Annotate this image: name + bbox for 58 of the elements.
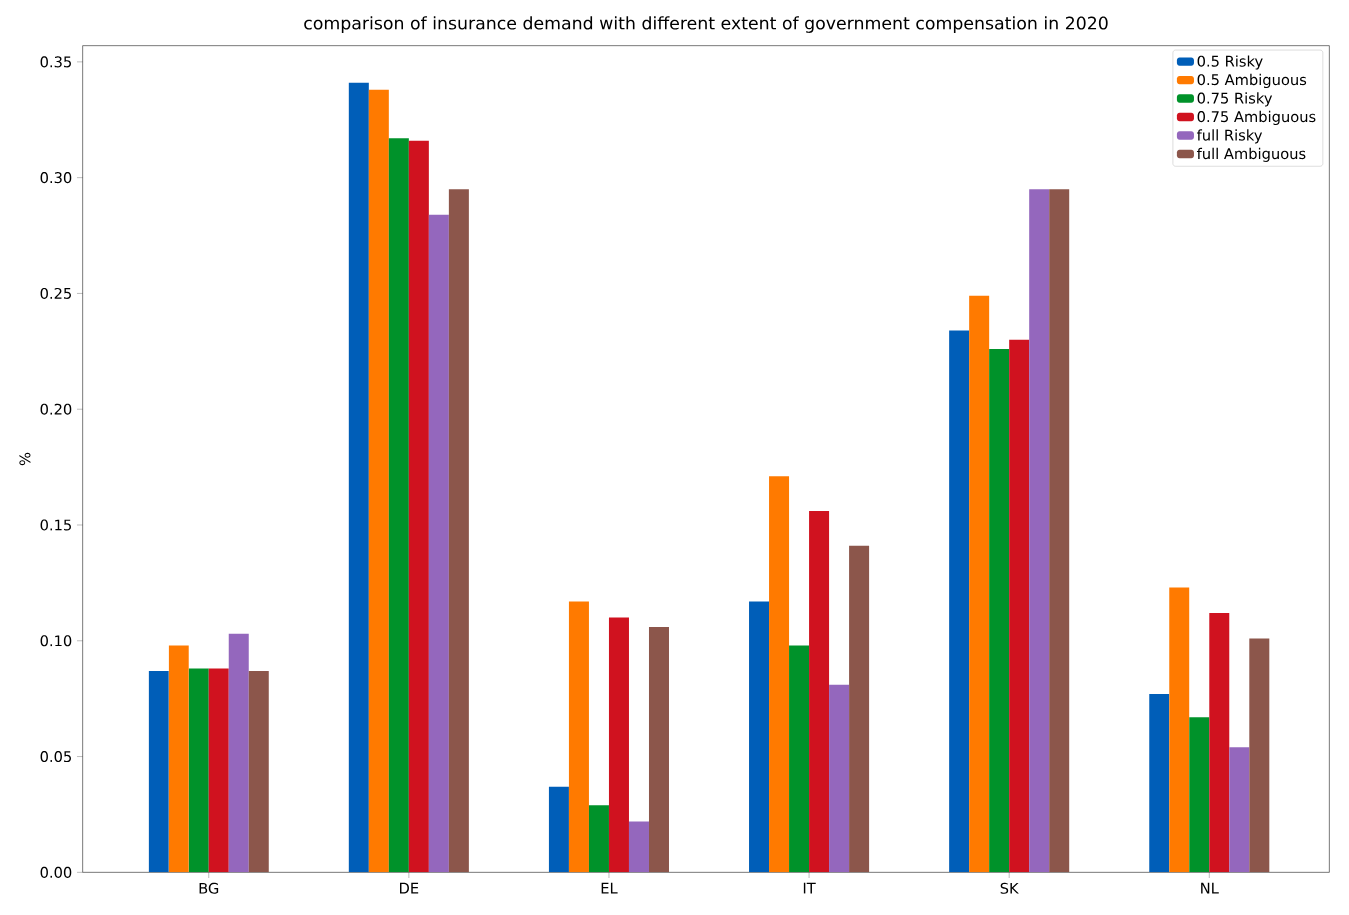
- bar: [809, 511, 830, 873]
- bar: [1229, 747, 1250, 873]
- y-tick-label: 0.15: [40, 519, 71, 531]
- bar: [628, 821, 649, 873]
- bar: [969, 295, 990, 873]
- bar: [989, 349, 1010, 873]
- x-tick-label: EL: [601, 882, 618, 894]
- bar: [448, 189, 469, 873]
- bar: [368, 89, 389, 873]
- x-tick-label: DE: [400, 882, 419, 894]
- bar: [168, 645, 189, 873]
- bar: [1009, 339, 1030, 873]
- x-tick-label: BG: [199, 882, 219, 894]
- y-tick-label: 0.35: [40, 56, 71, 68]
- legend-label: 0.75 Ambiguous: [1197, 110, 1316, 126]
- x-tick-label: NL: [1201, 882, 1219, 894]
- chart-title: comparison of insurance demand with different extent of government compensation in 2020: [304, 16, 1108, 33]
- legend-label: full Risky: [1196, 129, 1263, 144]
- bar: [789, 645, 810, 873]
- x-tick-label: IT: [803, 882, 816, 894]
- bar: [949, 330, 970, 873]
- bar: [208, 668, 229, 873]
- bar: [849, 545, 870, 873]
- bar: [188, 668, 209, 873]
- legend-label: 0.75 Risky: [1197, 92, 1273, 107]
- bar: [1029, 189, 1050, 873]
- bar: [749, 601, 770, 873]
- bar: [1209, 612, 1230, 873]
- bar: [1249, 638, 1270, 873]
- bar: [1149, 694, 1170, 873]
- legend-label: full Ambiguous: [1196, 147, 1306, 162]
- y-axis-title: %: [19, 452, 31, 466]
- y-tick-label: 0.10: [40, 635, 72, 647]
- bar: [648, 626, 669, 873]
- bar: [588, 805, 609, 873]
- bar: [408, 140, 429, 873]
- bar: [248, 670, 269, 873]
- y-tick-label: 0.00: [40, 866, 72, 878]
- bar: [1049, 189, 1070, 873]
- y-tick-label: 0.20: [40, 403, 72, 415]
- legend-label: 0.5 Risky: [1197, 55, 1263, 70]
- bar: [608, 617, 629, 873]
- bar: [428, 214, 449, 873]
- legend-label: 0.5 Ambiguous: [1197, 73, 1307, 89]
- y-tick-label: 0.30: [40, 172, 72, 184]
- x-tick-label: SK: [1000, 882, 1019, 894]
- bar: [148, 670, 169, 873]
- bar: [769, 476, 790, 873]
- y-tick-label: 0.25: [40, 287, 71, 299]
- bar: [388, 138, 409, 873]
- bar: [1169, 587, 1190, 873]
- bar: [348, 82, 369, 873]
- bar: [1189, 717, 1210, 873]
- bar: [568, 601, 589, 873]
- y-tick-label: 0.05: [40, 751, 71, 763]
- bar: [548, 786, 569, 873]
- bar: [228, 633, 249, 873]
- bar: [829, 684, 850, 873]
